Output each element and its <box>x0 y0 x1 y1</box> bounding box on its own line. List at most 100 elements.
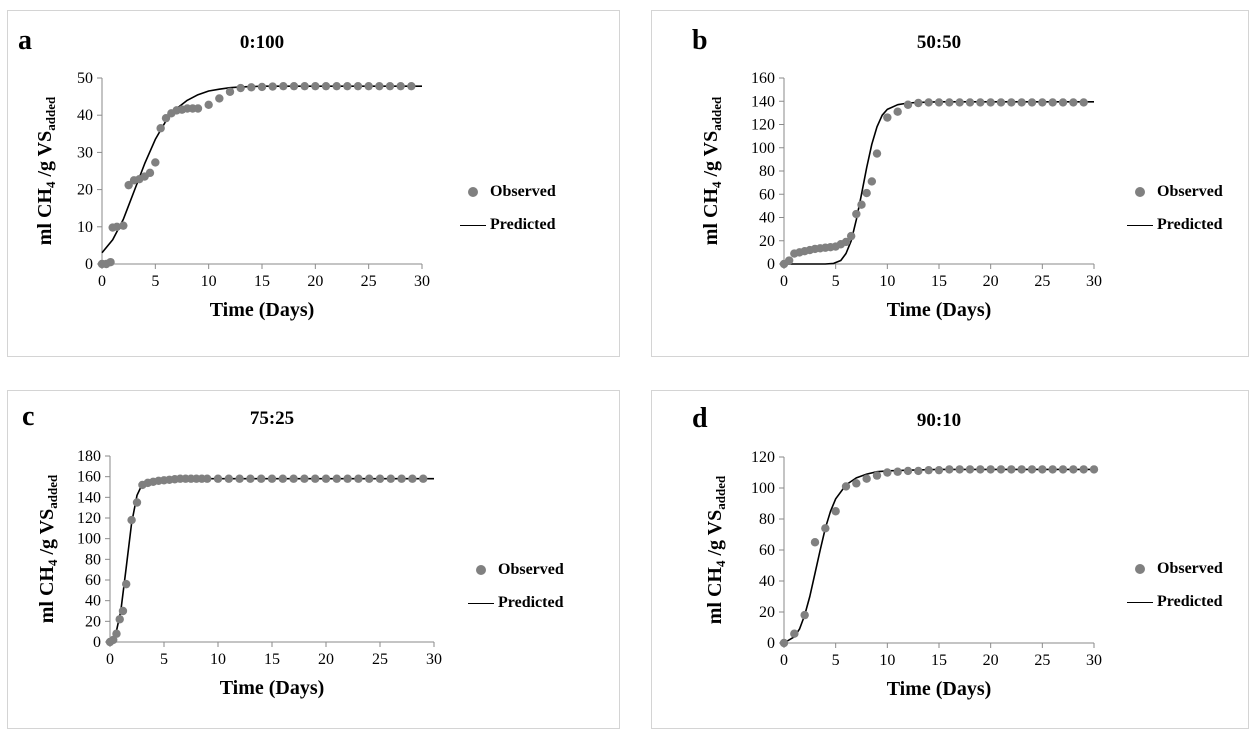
legend-predicted-symbol <box>468 602 494 604</box>
observed-point <box>224 474 233 483</box>
x-tick-label: 0 <box>106 651 114 668</box>
observed-point <box>289 81 299 91</box>
chart-title: 75:25 <box>249 408 295 429</box>
x-tick-label: 15 <box>931 273 947 290</box>
observed-point <box>903 466 913 476</box>
observed-point <box>112 222 122 231</box>
observed-point <box>145 168 155 178</box>
y-tick-label: 50 <box>77 70 93 87</box>
observed-point <box>127 515 136 525</box>
y-axis-label-mid: /g VS <box>704 509 726 561</box>
legend-predicted: Predicted <box>1127 591 1223 613</box>
observed-point <box>914 466 923 476</box>
observed-point <box>784 256 794 265</box>
observed-point <box>112 629 121 638</box>
legend-predicted-label: Predicted <box>498 594 564 611</box>
x-tick-label: 30 <box>414 273 430 290</box>
panel-letter: b <box>692 25 708 56</box>
x-tick-label: 20 <box>983 273 999 290</box>
legend-observed-label: Observed <box>498 561 564 578</box>
legend-observed: Observed <box>1127 558 1223 580</box>
observed-point <box>945 465 954 474</box>
legend-observed: Observed <box>1127 181 1223 203</box>
y-axis-label-sub1: 4 <box>709 181 724 189</box>
observed-point <box>965 465 975 474</box>
x-tick-label: 20 <box>983 652 999 669</box>
observed-point <box>225 87 235 96</box>
chart-legend: Observed Predicted <box>1127 558 1223 624</box>
observed-point <box>965 98 975 107</box>
observed-point <box>841 237 851 247</box>
observed-point <box>914 98 923 108</box>
y-tick-label: 140 <box>77 489 101 506</box>
observed-point <box>213 474 223 483</box>
x-tick-label: 25 <box>361 273 377 290</box>
y-tick-label: 20 <box>77 182 93 199</box>
observed-point <box>332 474 341 483</box>
observed-point <box>893 107 902 116</box>
legend-observed: Observed <box>468 559 564 581</box>
y-axis-label-mid: /g VS <box>700 130 722 182</box>
y-tick-label: 80 <box>759 511 775 528</box>
y-tick-label: 20 <box>85 613 101 630</box>
observed-point <box>1017 465 1026 474</box>
observed-point <box>1089 465 1099 474</box>
legend-observed-symbol <box>1127 187 1153 197</box>
dot-marker-icon <box>1135 187 1145 197</box>
y-tick-label: 40 <box>759 573 775 590</box>
legend-predicted: Predicted <box>1127 214 1223 236</box>
observed-point <box>311 474 320 483</box>
observed-point <box>1027 98 1037 107</box>
observed-point <box>407 81 416 91</box>
legend-predicted-label: Predicted <box>1157 593 1223 610</box>
chart-panel-b: 0 5 10 15 20 25 30 0 20 40 60 80 100 120 140 160 b 50:50 T… <box>651 10 1249 357</box>
y-tick-label: 120 <box>77 510 101 527</box>
y-axis-label: ml CH4 /g VSadded <box>704 476 728 624</box>
y-axis-label-sub2: added <box>709 96 724 131</box>
observed-point <box>118 606 128 616</box>
chart-panel-c: 0 5 10 15 20 25 30 0 20 40 60 80 100 120 140 160 180 c 75:… <box>7 390 620 729</box>
observed-point <box>1069 98 1078 107</box>
y-axis-label-sub2: added <box>43 96 58 131</box>
y-tick-label: 40 <box>77 107 93 124</box>
chart-svg-d: 0 5 10 15 20 25 30 0 20 40 60 80 100 120 <box>751 449 1102 669</box>
observed-point <box>106 257 115 267</box>
observed-point <box>986 465 995 474</box>
observed-point <box>267 474 277 483</box>
y-tick-label: 40 <box>85 593 101 610</box>
y-tick-label: 140 <box>751 93 775 110</box>
observed-point <box>1038 98 1047 107</box>
y-tick-label: 160 <box>751 70 775 87</box>
observed-point <box>872 149 882 158</box>
observed-point <box>161 113 171 123</box>
x-tick-label: 0 <box>780 652 788 669</box>
legend-observed-symbol <box>468 565 494 575</box>
x-tick-label: 25 <box>1034 652 1050 669</box>
y-tick-label: 60 <box>759 542 775 559</box>
x-axis-label: Time (Days) <box>219 677 325 699</box>
x-axis-label: Time (Days) <box>886 299 992 321</box>
x-tick-label: 20 <box>318 651 334 668</box>
x-tick-label: 10 <box>210 651 226 668</box>
observed-point <box>354 474 363 483</box>
observed-point <box>1007 465 1016 474</box>
observed-point <box>343 474 352 483</box>
observed-point <box>790 629 799 638</box>
x-tick-label: 5 <box>151 273 159 290</box>
x-tick-label: 15 <box>931 652 947 669</box>
x-tick-label: 0 <box>780 273 788 290</box>
observed-point <box>246 474 255 483</box>
y-tick-label: 60 <box>85 572 101 589</box>
chart-panel-d: 0 5 10 15 20 25 30 0 20 40 60 80 100 120 d 90:10 Time (D… <box>651 390 1249 729</box>
observed-point <box>883 468 892 477</box>
y-tick-label: 20 <box>759 604 775 621</box>
observed-point <box>396 81 405 91</box>
y-tick-label: 30 <box>77 144 93 161</box>
chart-svg-a: 0 5 10 15 20 25 30 0 10 20 30 40 50 <box>77 70 430 290</box>
x-tick-label: 20 <box>307 273 323 290</box>
y-tick-label: 100 <box>751 140 775 157</box>
legend-predicted-symbol <box>1127 224 1153 226</box>
observed-point <box>247 83 256 92</box>
y-tick-label: 0 <box>767 256 775 273</box>
observed-point <box>151 158 160 167</box>
